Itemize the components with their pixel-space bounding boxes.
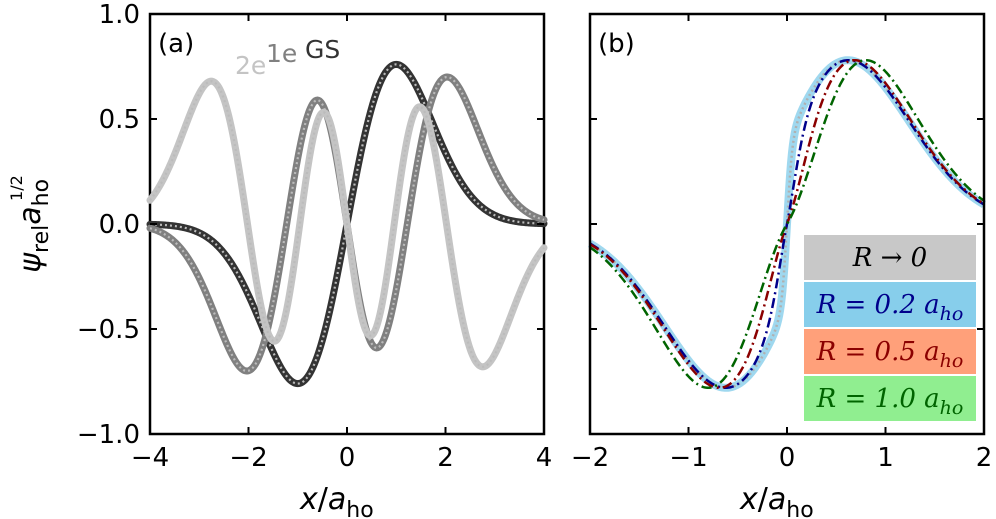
legend-entry-bg — [804, 329, 976, 374]
legend-entry-bg — [804, 282, 976, 327]
panel-b-ticks: −2 −1 0 1 2 — [571, 13, 993, 473]
x-tick-label: 4 — [536, 443, 553, 473]
panel-a-curves — [146, 60, 548, 388]
legend-entry-bg — [804, 376, 976, 421]
panel-a-xlabel: x/aho — [299, 482, 374, 519]
y-tick-label: −0.5 — [77, 315, 140, 345]
panel-b-curves — [587, 56, 987, 392]
panel-b-xlabel: x/aho — [739, 482, 814, 519]
series-R0.5-line — [589, 58, 985, 390]
x-tick-label: −4 — [131, 443, 169, 473]
panel-b-label: (b) — [598, 29, 635, 59]
x-tick-label: −2 — [229, 443, 267, 473]
legend-entry-text: R = 0.5 aho — [816, 337, 964, 372]
panel-a-label: (a) — [158, 29, 194, 59]
legend-entry-text: R = 0.2 aho — [816, 290, 964, 325]
x-tick-label: −2 — [571, 443, 609, 473]
y-tick-label: −1.0 — [77, 420, 140, 450]
panel-a: −4 −2 0 2 4 −1.0 −0.5 0.0 0.5 1.0 (a) 2e 1e GS x/… — [7, 0, 552, 519]
y-tick-label: 0.0 — [99, 210, 140, 240]
x-tick-label: 1 — [877, 443, 894, 473]
panel-a-ticks: −4 −2 0 2 4 −1.0 −0.5 0.0 0.5 1.0 — [77, 0, 552, 473]
series-1e-dotted — [149, 75, 545, 373]
legend-label-2e: 2e — [235, 51, 266, 80]
x-tick-label: 2 — [976, 443, 993, 473]
x-tick-label: 0 — [339, 443, 356, 473]
svg-text:ψrelaho1/2: ψrelaho1/2 — [7, 175, 54, 273]
y-tick-label: 0.5 — [99, 105, 140, 135]
legend-label-gs: GS — [305, 35, 340, 64]
series-R1-line — [589, 58, 985, 390]
x-tick-label: 2 — [437, 443, 454, 473]
svg-text:x/aho: x/aho — [299, 482, 374, 519]
x-tick-label: 0 — [779, 443, 796, 473]
svg-text:x/aho: x/aho — [739, 482, 814, 519]
panel-b-legend: R → 0 R = 0.2 aho R = 0.5 aho R = 1.0 aho — [804, 235, 976, 421]
series-2e-dotted — [149, 80, 545, 368]
panel-b: R → 0 R = 0.2 aho R = 0.5 aho R = 1.0 aho −… — [571, 12, 993, 519]
legend-entry-text: R → 0 — [852, 243, 927, 273]
y-tick-label: 1.0 — [99, 0, 140, 30]
series-R0.2-line — [589, 58, 985, 390]
panel-a-ylabel: ψrelaho1/2 — [7, 175, 54, 273]
x-tick-label: −1 — [669, 443, 707, 473]
legend-entry-text: R = 1.0 aho — [816, 384, 964, 419]
legend-label-1e: 1e — [266, 39, 297, 68]
legend-entry-bg — [804, 235, 976, 280]
